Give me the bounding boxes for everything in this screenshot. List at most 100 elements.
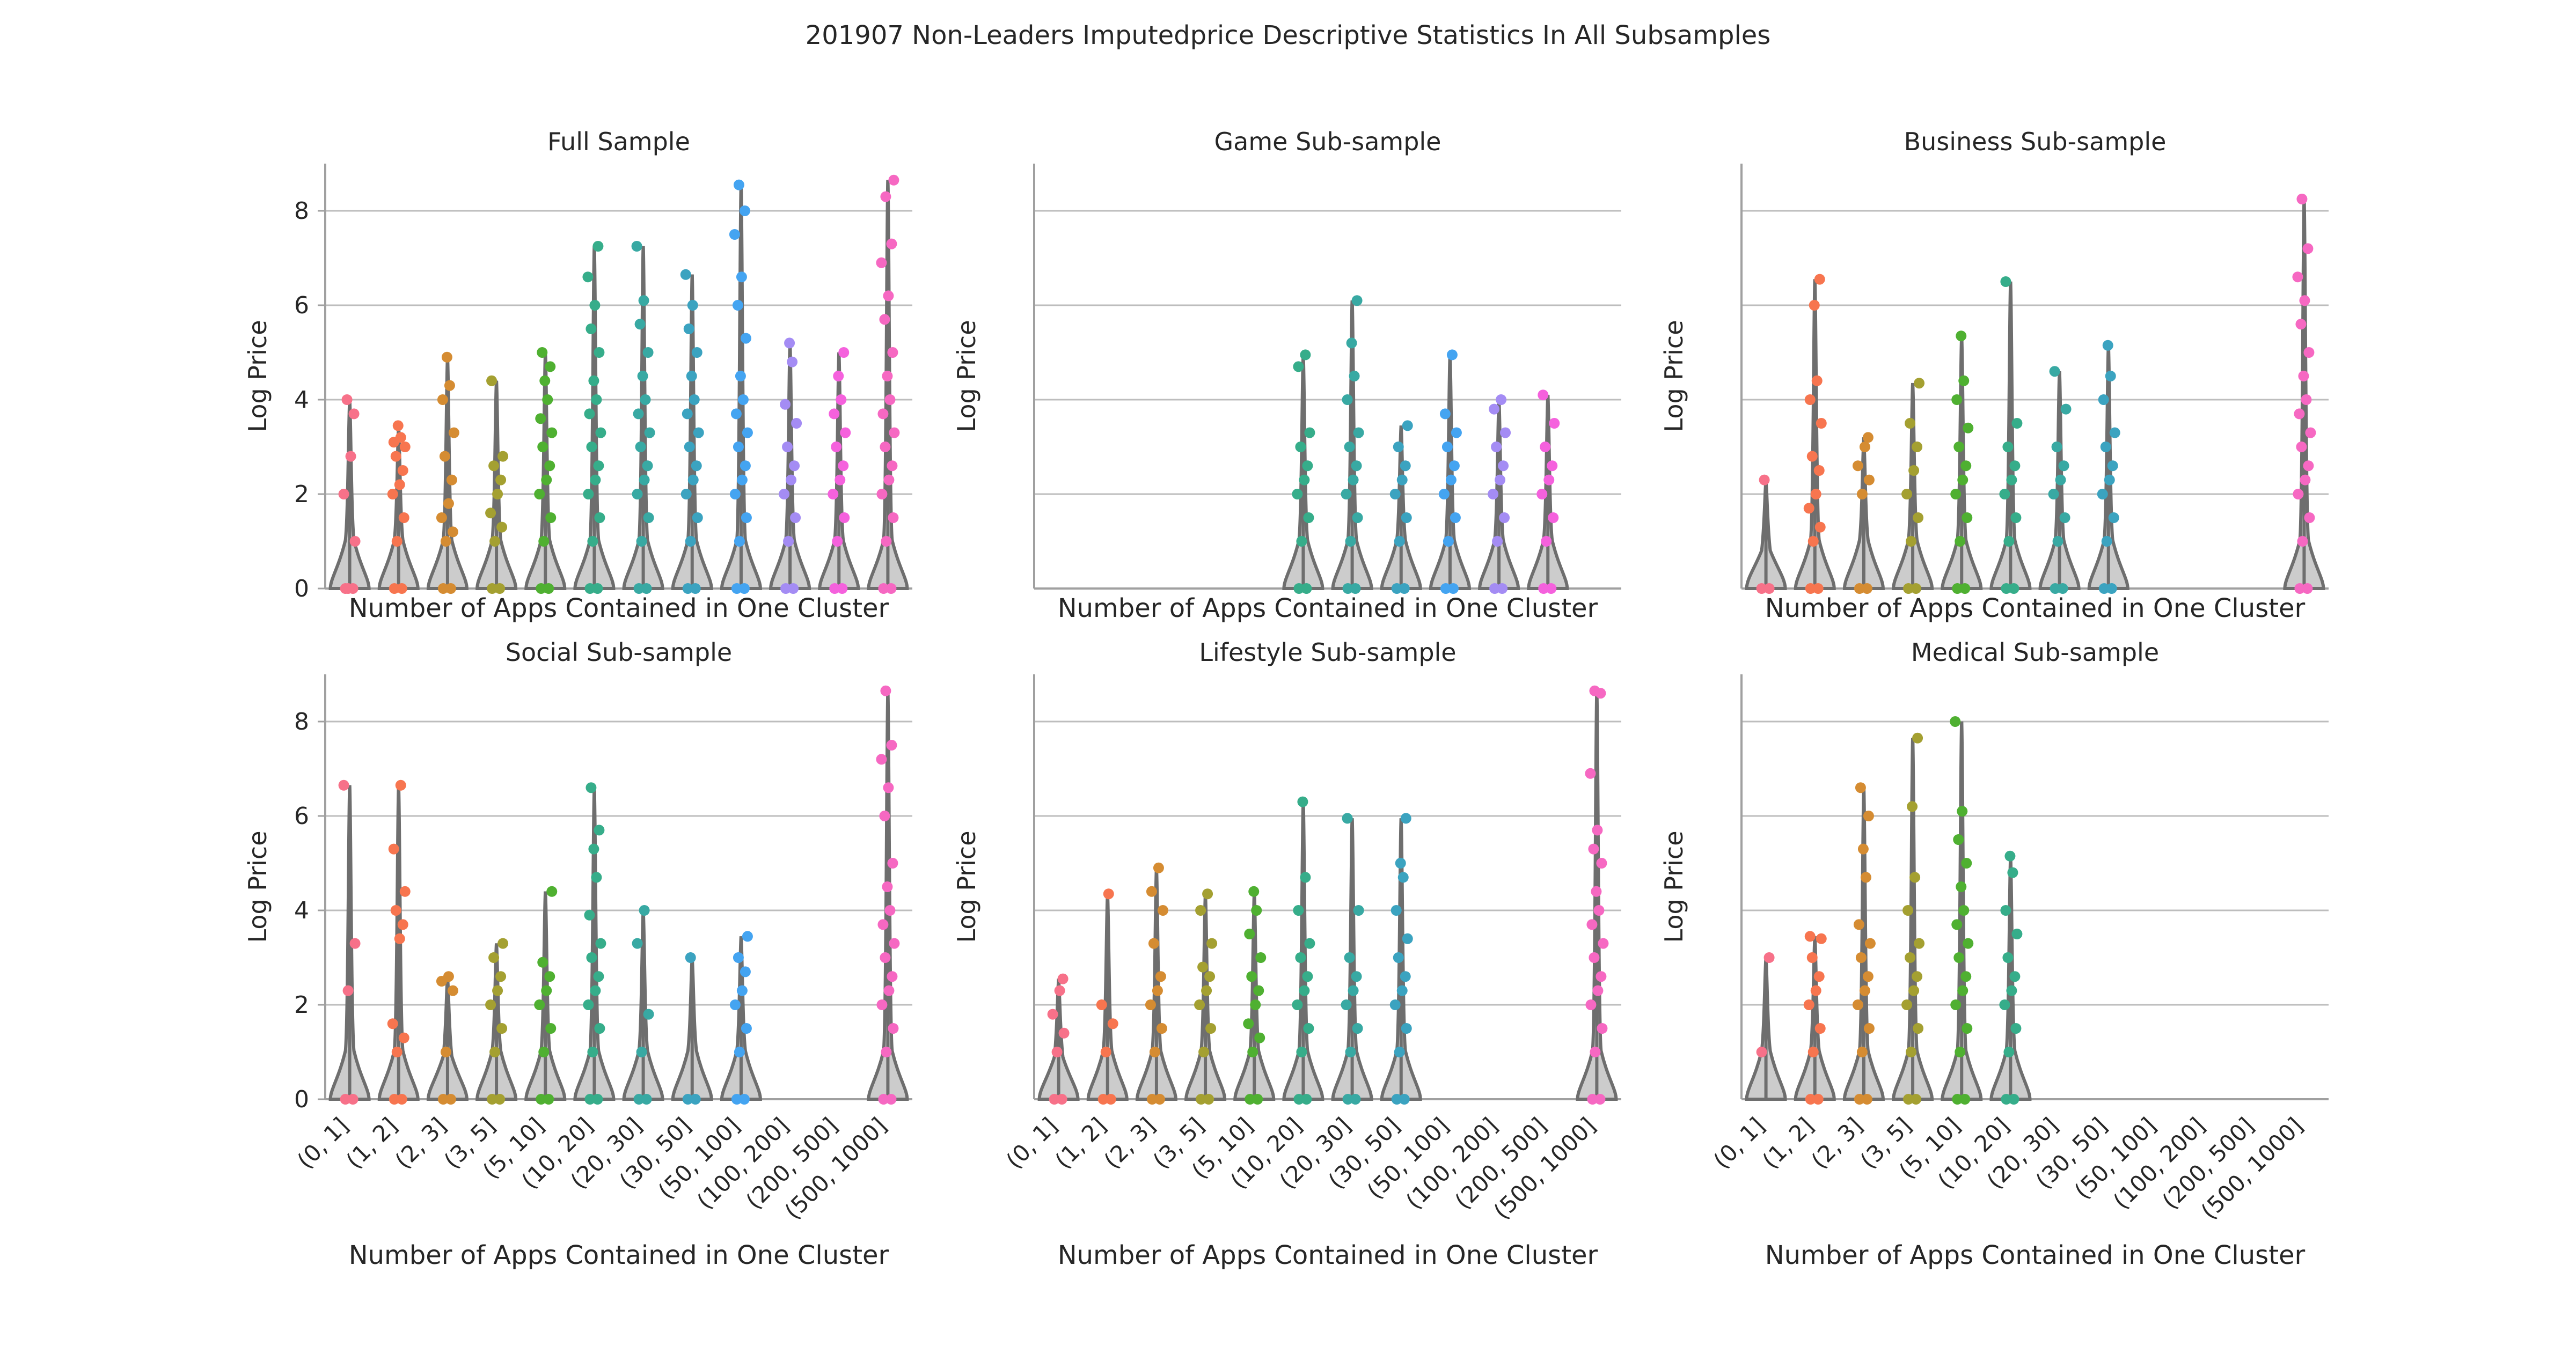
- data-point-10-20: [2010, 1023, 2022, 1034]
- data-point-10-20: [587, 1047, 598, 1057]
- data-point-10-20: [595, 938, 606, 949]
- data-point-10-20: [584, 408, 595, 420]
- data-point-3-5: [1906, 536, 1917, 547]
- data-point-3-5: [1205, 1023, 1217, 1034]
- data-point-5-10: [541, 985, 552, 996]
- data-point-10-20: [2004, 850, 2016, 862]
- data-point-500-1000: [885, 583, 897, 594]
- data-point-2-3: [447, 526, 458, 538]
- data-point-30-50: [682, 583, 693, 594]
- data-point-20-30: [2057, 583, 2068, 594]
- data-point-0-1: [1763, 952, 1775, 963]
- data-point-2-3: [1859, 442, 1870, 452]
- data-point-3-5: [1197, 961, 1209, 973]
- data-point-30-50: [691, 460, 702, 472]
- data-point-100-200: [791, 418, 802, 429]
- data-point-50-100: [1446, 349, 1458, 361]
- data-point-0-1: [1054, 985, 1065, 996]
- x-axis-label: Number of Apps Contained in One Cluster: [1765, 1240, 2306, 1270]
- data-point-5-10: [1957, 474, 1968, 486]
- data-point-10-20: [1302, 460, 1313, 472]
- data-point-2-3: [1863, 474, 1875, 486]
- data-point-500-1000: [887, 460, 898, 472]
- data-point-10-20: [2010, 512, 2022, 523]
- data-point-10-20: [2006, 474, 2017, 486]
- data-point-0-1: [1756, 1047, 1767, 1057]
- data-point-1-2: [1804, 931, 1816, 942]
- data-point-5-10: [1250, 999, 1261, 1010]
- data-point-1-2: [1107, 1018, 1118, 1029]
- data-point-500-1000: [880, 191, 891, 202]
- data-point-500-1000: [882, 881, 893, 892]
- data-point-5-10: [545, 361, 556, 372]
- data-point-2-3: [1861, 1094, 1872, 1105]
- data-point-20-30: [638, 295, 649, 306]
- subplot-full-sample: Full Sample 0 2 4 6 8 Log Price Number of Apps …: [243, 127, 912, 623]
- data-point-1-2: [1813, 465, 1825, 476]
- data-point-50-100: [740, 966, 751, 977]
- data-point-500-1000: [2298, 371, 2309, 381]
- data-point-10-20: [2007, 867, 2018, 878]
- data-point-0-1: [347, 1094, 358, 1105]
- data-point-3-5: [1912, 442, 1923, 452]
- data-point-10-20: [595, 427, 606, 438]
- data-point-1-2: [391, 536, 402, 547]
- data-point-10-20: [589, 300, 601, 311]
- data-point-1-2: [1810, 985, 1821, 996]
- data-point-5-10: [546, 886, 558, 897]
- data-point-10-20: [593, 971, 604, 982]
- data-point-500-1000: [2292, 271, 2303, 283]
- data-point-2-3: [446, 474, 457, 486]
- data-point-100-200: [1491, 442, 1502, 452]
- data-point-20-30: [642, 460, 653, 472]
- data-point-10-20: [588, 843, 599, 855]
- data-point-0-1: [342, 985, 354, 996]
- data-point-2-3: [1148, 938, 1159, 949]
- data-point-50-100: [733, 952, 744, 963]
- data-point-50-100: [1443, 536, 1454, 547]
- data-point-500-1000: [883, 474, 895, 486]
- data-point-20-30: [635, 442, 646, 452]
- data-point-10-20: [2008, 1094, 2019, 1105]
- data-point-500-1000: [888, 512, 899, 523]
- data-point-5-10: [1956, 881, 1967, 892]
- data-point-50-100: [734, 536, 745, 547]
- data-point-1-2: [390, 451, 401, 462]
- data-point-10-20: [2002, 442, 2014, 452]
- data-point-30-50: [1399, 583, 1410, 594]
- data-point-10-20: [590, 474, 601, 486]
- data-point-10-20: [1304, 427, 1315, 438]
- data-point-1-2: [1097, 1094, 1109, 1105]
- data-point-30-50: [2098, 394, 2109, 405]
- data-point-5-10: [1251, 905, 1262, 916]
- data-point-30-50: [1396, 474, 1408, 486]
- data-point-3-5: [485, 508, 496, 519]
- x-axis-label: Number of Apps Contained in One Cluster: [349, 1240, 889, 1270]
- data-point-10-20: [584, 583, 596, 594]
- data-point-0-1: [1057, 973, 1069, 984]
- data-point-0-1: [1759, 474, 1770, 486]
- y-axis-label: Log Price: [952, 320, 981, 432]
- data-point-5-10: [537, 347, 548, 358]
- data-point-100-200: [1496, 394, 1507, 405]
- data-point-5-10: [1957, 985, 1968, 996]
- data-point-10-20: [2002, 952, 2014, 963]
- data-point-10-20: [1303, 1023, 1314, 1034]
- data-point-200-500: [839, 512, 850, 523]
- data-point-10-20: [1293, 905, 1304, 916]
- data-point-10-20: [1999, 999, 2010, 1010]
- data-point-20-30: [1352, 1023, 1363, 1034]
- data-point-30-50: [692, 512, 703, 523]
- data-point-500-1000: [1597, 1023, 1608, 1034]
- data-point-50-100: [741, 512, 752, 523]
- data-point-2-3: [1146, 886, 1157, 897]
- data-point-200-500: [829, 408, 840, 420]
- data-point-10-20: [594, 347, 605, 358]
- data-point-5-10: [1247, 1047, 1258, 1057]
- data-point-5-10: [1958, 905, 1970, 916]
- data-point-30-50: [690, 1094, 701, 1105]
- x-axis-label: Number of Apps Contained in One Cluster: [1765, 593, 2306, 623]
- data-point-100-200: [1499, 512, 1510, 523]
- y-tick-label: 6: [294, 292, 309, 319]
